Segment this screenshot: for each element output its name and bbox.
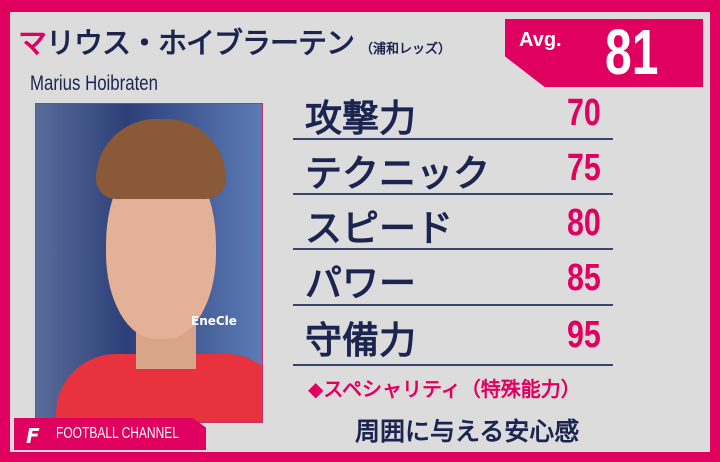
hair: [96, 119, 226, 199]
football-channel-f-icon: F: [26, 424, 40, 448]
speciality-text: 周囲に与える安心感: [355, 417, 580, 446]
stat-value: 80: [567, 202, 601, 244]
average-value: 81: [605, 16, 659, 88]
player-photo: EneCle: [35, 103, 263, 423]
stat-label: スピード: [305, 207, 453, 250]
club-name: （浦和レッズ）: [360, 42, 452, 57]
divider: [293, 304, 613, 306]
name-first-char: マ: [18, 26, 47, 60]
brand-logo: F FOOTBALL CHANNEL: [14, 418, 206, 450]
name-rest: リウス・ホイブラーテン: [46, 26, 355, 60]
player-name-en: Marius Hoibraten: [30, 72, 158, 95]
divider: [293, 193, 613, 195]
divider: [293, 248, 613, 250]
sponsor-logo: EneCle: [191, 314, 237, 328]
stat-label: 攻撃力: [305, 97, 416, 140]
stat-value: 75: [567, 147, 601, 189]
player-name-jp: マリウス・ホイブラーテン: [18, 20, 355, 62]
stat-value: 95: [567, 314, 601, 356]
stat-value: 85: [567, 257, 601, 299]
divider: [293, 364, 613, 366]
average-label: Avg.: [519, 29, 562, 51]
brand-name: FOOTBALL CHANNEL: [56, 425, 179, 442]
stat-label: テクニック: [305, 152, 490, 195]
average-badge: Avg. 81: [505, 19, 703, 87]
speciality-heading: ◆スペシャリティ（特殊能力）: [308, 377, 581, 401]
stat-value: 70: [567, 92, 601, 134]
stat-label: パワー: [305, 262, 416, 305]
stat-label: 守備力: [305, 319, 416, 362]
divider: [293, 138, 613, 140]
